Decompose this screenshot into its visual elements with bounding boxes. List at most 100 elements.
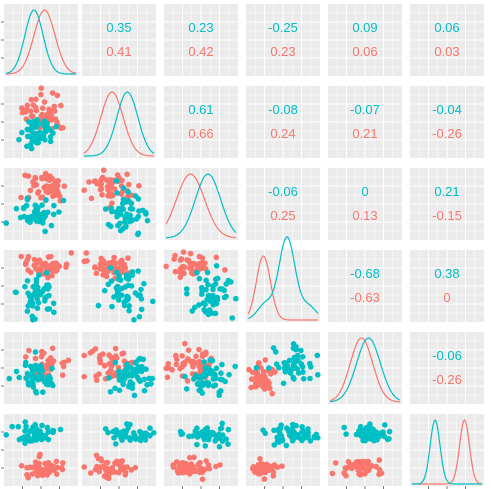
point-teal bbox=[43, 381, 50, 388]
corr-value-teal: 0.35 bbox=[106, 20, 131, 35]
point-salmon bbox=[279, 463, 285, 470]
point-teal bbox=[194, 434, 201, 440]
point-salmon bbox=[93, 270, 100, 277]
point-teal bbox=[295, 370, 302, 376]
point-teal bbox=[117, 227, 124, 234]
point-teal bbox=[9, 423, 15, 430]
point-teal bbox=[213, 276, 219, 283]
point-salmon bbox=[187, 250, 194, 257]
corr-value-teal: 0.38 bbox=[434, 266, 459, 281]
panel-r6-c2 bbox=[81, 414, 157, 486]
point-teal bbox=[41, 435, 47, 441]
point-teal bbox=[116, 387, 123, 394]
point-salmon bbox=[258, 365, 264, 371]
point-teal bbox=[212, 310, 219, 317]
point-teal bbox=[53, 123, 59, 130]
point-salmon bbox=[24, 465, 31, 471]
corr-value-salmon: 0.23 bbox=[270, 44, 295, 59]
point-salmon bbox=[101, 269, 108, 275]
point-teal bbox=[147, 425, 153, 432]
point-salmon bbox=[248, 384, 254, 391]
point-teal bbox=[225, 426, 232, 433]
point-teal bbox=[194, 441, 200, 448]
point-salmon bbox=[356, 466, 363, 473]
point-teal bbox=[233, 295, 239, 302]
point-teal bbox=[280, 380, 287, 387]
point-salmon bbox=[176, 269, 183, 275]
point-teal bbox=[207, 293, 214, 299]
point-teal bbox=[116, 373, 122, 379]
point-teal bbox=[131, 392, 138, 399]
panel-r4-c2 bbox=[81, 250, 156, 323]
point-teal bbox=[41, 286, 47, 292]
panel-r4-c1 bbox=[4, 250, 78, 323]
density-curve-teal bbox=[84, 91, 155, 157]
point-salmon bbox=[98, 177, 104, 183]
panel-r3-c6: 0.21 -0.15 bbox=[410, 168, 484, 240]
point-teal bbox=[114, 190, 120, 196]
point-teal bbox=[34, 210, 41, 217]
point-salmon bbox=[180, 249, 187, 255]
panel-r6-c6 bbox=[410, 414, 484, 486]
point-salmon bbox=[27, 187, 34, 194]
point-teal bbox=[105, 281, 112, 288]
point-salmon bbox=[269, 390, 276, 397]
density-curve-teal bbox=[412, 419, 482, 485]
point-salmon bbox=[165, 361, 172, 367]
point-salmon bbox=[124, 464, 130, 470]
point-salmon bbox=[368, 463, 374, 470]
point-salmon bbox=[92, 346, 99, 352]
point-salmon bbox=[261, 476, 268, 482]
panel-r1-c2: 0.35 0.41 bbox=[82, 4, 156, 76]
point-salmon bbox=[196, 260, 203, 267]
point-salmon bbox=[268, 371, 274, 377]
panel-r4-c6: 0.38 0 bbox=[410, 250, 484, 322]
point-teal bbox=[136, 313, 143, 320]
point-teal bbox=[27, 363, 34, 370]
point-salmon bbox=[99, 192, 105, 198]
point-teal bbox=[24, 370, 31, 377]
point-teal bbox=[207, 357, 213, 363]
point-salmon bbox=[357, 472, 364, 478]
point-teal bbox=[226, 371, 232, 378]
point-teal bbox=[49, 365, 55, 372]
point-salmon bbox=[37, 467, 43, 474]
point-teal bbox=[278, 422, 284, 429]
point-teal bbox=[135, 213, 142, 220]
point-teal bbox=[118, 435, 124, 441]
point-teal bbox=[301, 431, 308, 437]
panel-r5-c6: -0.06 -0.26 bbox=[410, 332, 484, 404]
point-salmon bbox=[47, 358, 53, 364]
point-teal bbox=[50, 211, 57, 218]
point-salmon bbox=[172, 268, 179, 275]
panel-r1-c6: 0.06 0.03 bbox=[410, 4, 484, 76]
point-teal bbox=[198, 373, 204, 380]
point-teal bbox=[213, 365, 220, 372]
point-teal bbox=[273, 361, 280, 367]
point-teal bbox=[143, 366, 149, 373]
point-salmon bbox=[196, 346, 202, 353]
corr-value-teal: 0.61 bbox=[188, 102, 213, 117]
point-teal bbox=[116, 377, 123, 383]
corr-value-salmon: 0.24 bbox=[270, 126, 295, 141]
point-teal bbox=[48, 222, 55, 229]
point-teal bbox=[341, 424, 348, 431]
point-salmon bbox=[50, 193, 56, 200]
point-salmon bbox=[86, 179, 92, 185]
point-teal bbox=[213, 375, 219, 382]
point-teal bbox=[229, 315, 236, 321]
point-salmon bbox=[39, 348, 45, 355]
point-salmon bbox=[108, 193, 114, 199]
point-teal bbox=[39, 422, 45, 429]
point-teal bbox=[19, 129, 25, 136]
point-teal bbox=[149, 375, 156, 382]
point-teal bbox=[31, 368, 37, 374]
point-teal bbox=[31, 119, 37, 126]
point-salmon bbox=[28, 113, 35, 120]
point-salmon bbox=[46, 466, 53, 473]
point-salmon bbox=[96, 371, 102, 377]
point-salmon bbox=[185, 347, 192, 354]
point-salmon bbox=[101, 167, 107, 173]
corr-value-salmon: -0.26 bbox=[432, 126, 462, 141]
point-salmon bbox=[105, 370, 111, 376]
